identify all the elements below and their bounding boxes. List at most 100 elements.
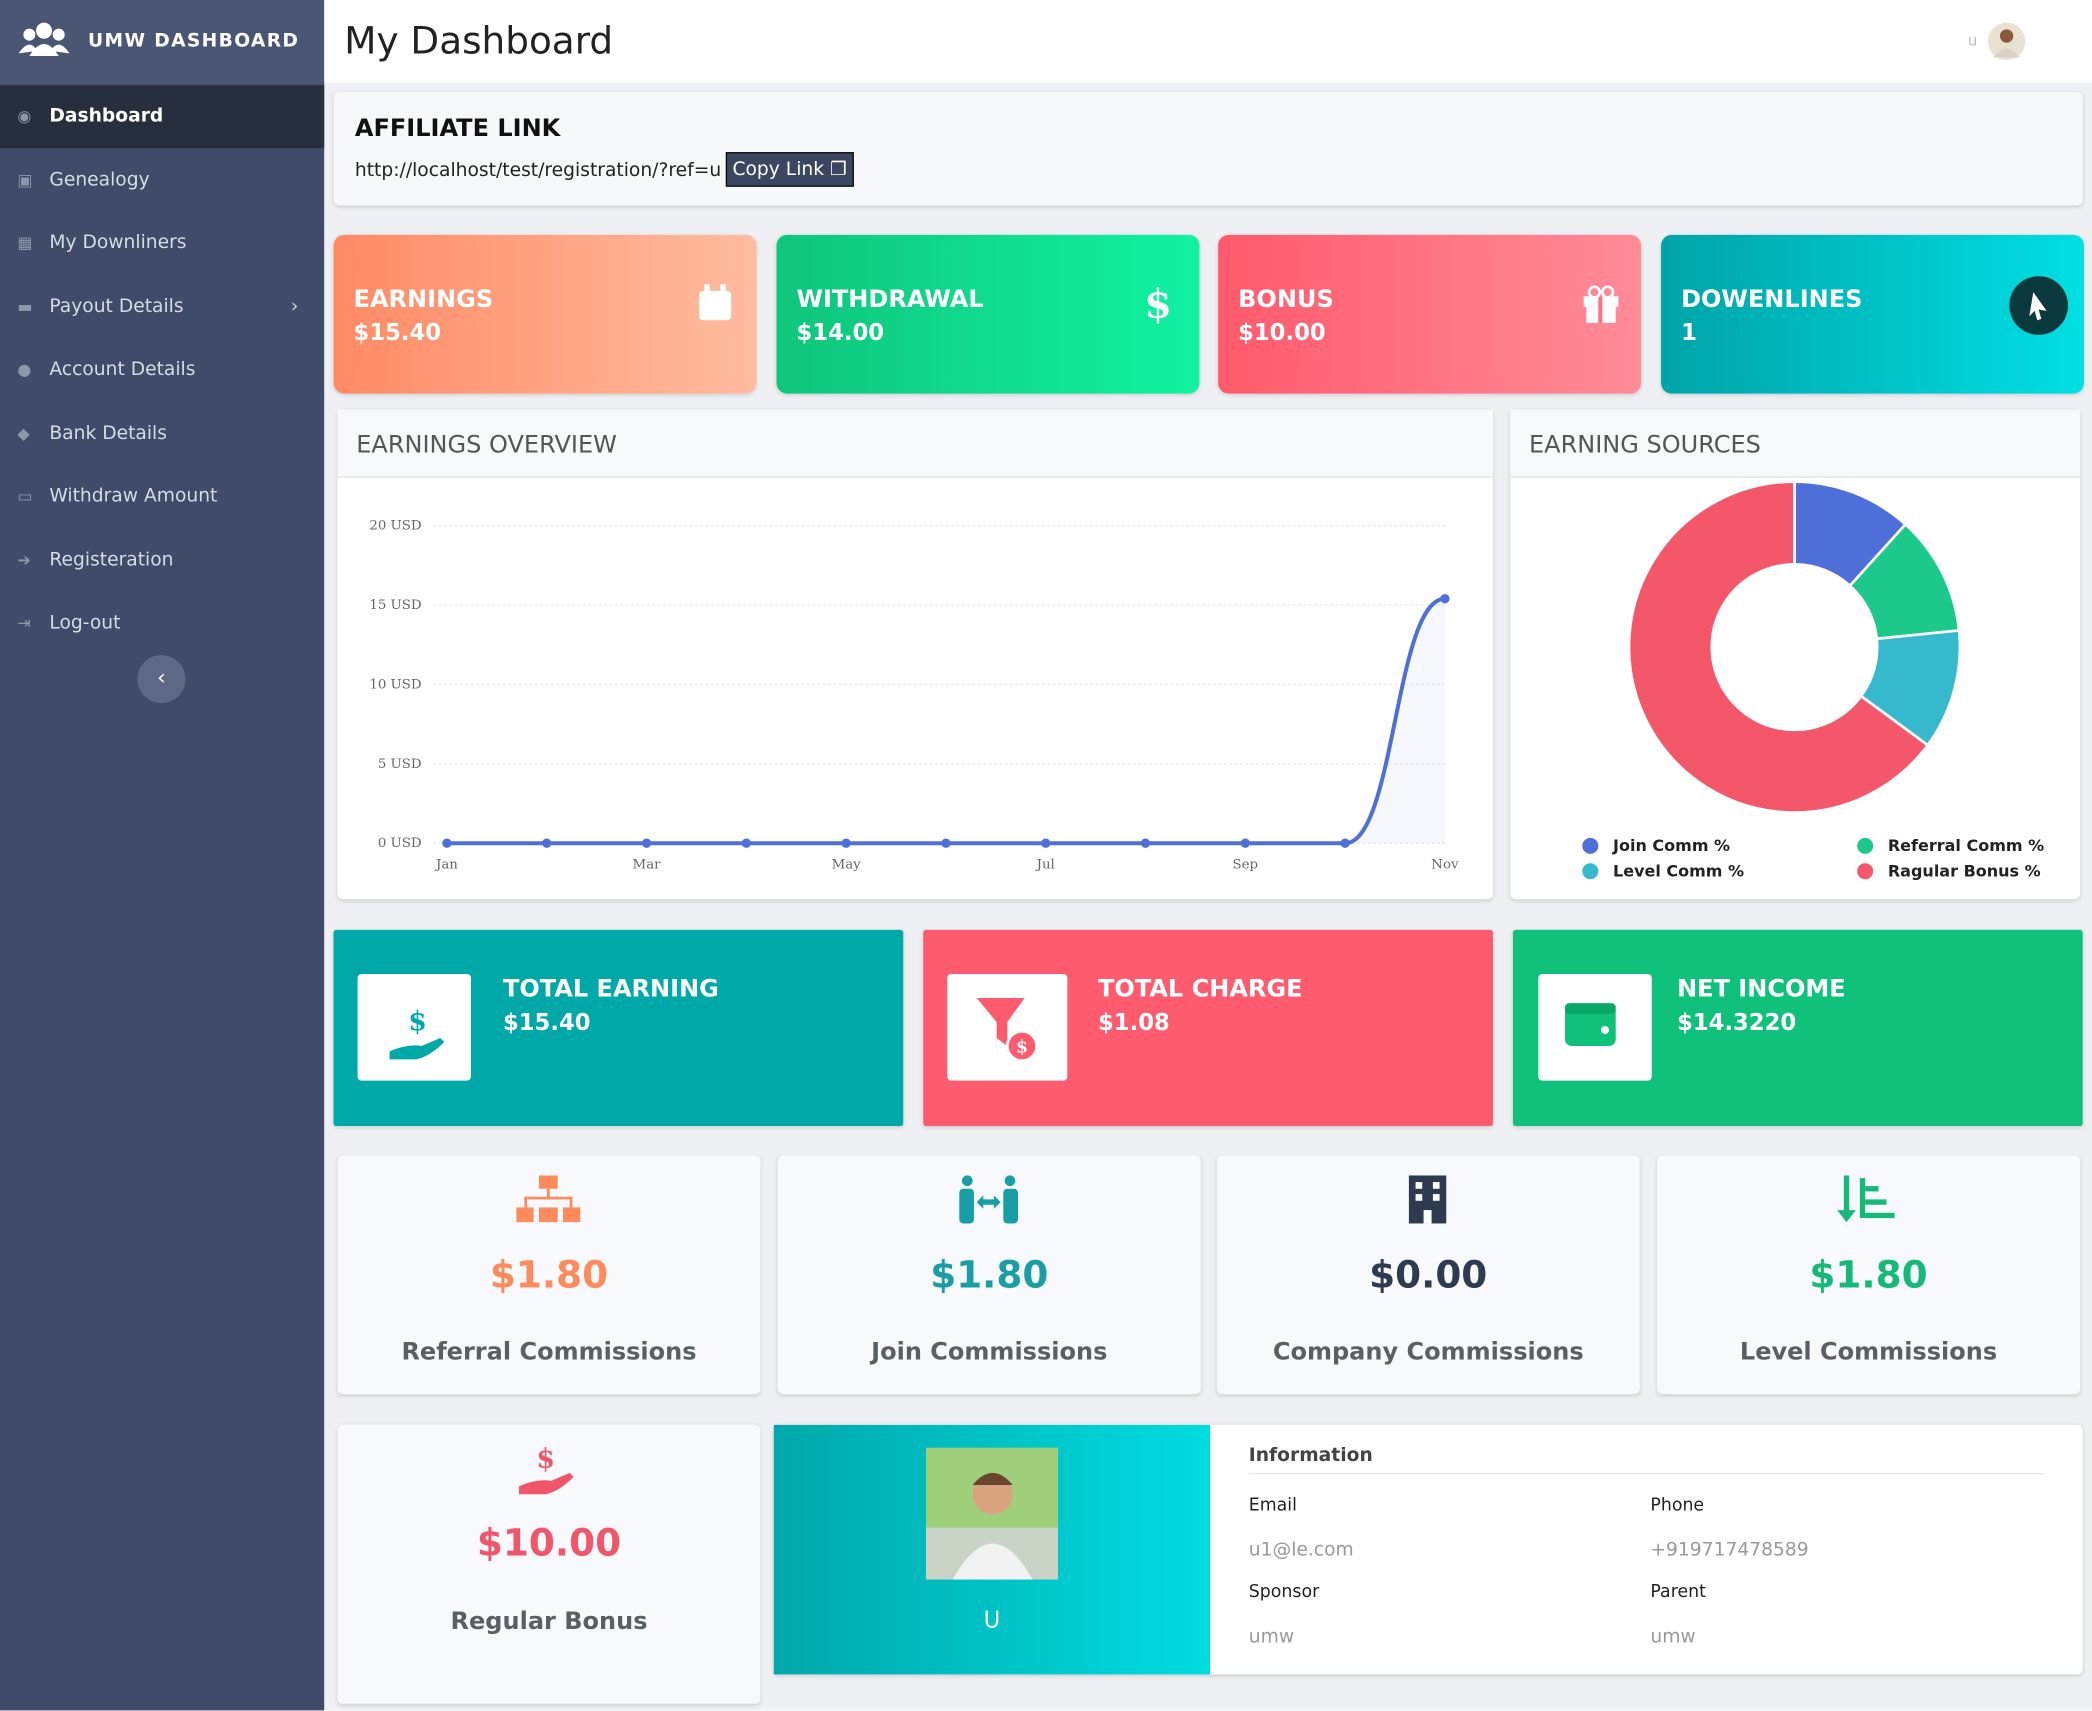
stat-value: $10.00 — [1238, 320, 1326, 347]
menu-item[interactable]: ▦ My Downliners — [0, 212, 324, 275]
menu-item[interactable]: ▭ Withdraw Amount — [0, 466, 324, 529]
commission-card: $1.80 Referral Commissions — [337, 1155, 761, 1395]
stat-card: DOWENLINES 1 — [1661, 234, 2084, 394]
menu-item[interactable]: ◆ Bank Details — [0, 402, 324, 465]
profile-banner: U — [773, 1424, 1211, 1675]
summary-icon: $ — [389, 1006, 445, 1060]
icon-box — [1538, 973, 1652, 1081]
menu-item[interactable]: ▬ Payout Details › — [0, 276, 324, 339]
field-label: Parent — [1650, 1582, 1706, 1603]
profile-name: U — [983, 1607, 1001, 1635]
brand-icon — [18, 22, 70, 57]
stat-icon — [2009, 276, 2068, 335]
card-header — [337, 409, 1493, 478]
commission-card: $1.80 Join Commissions — [777, 1155, 1201, 1395]
info-title: Information — [1248, 1444, 1373, 1467]
commission-card: $ $10.00 Regular Bonus — [337, 1424, 761, 1704]
commission-value: $0.00 — [1369, 1252, 1488, 1297]
stat-icon — [1583, 285, 1619, 323]
menu-label: Withdraw Amount — [49, 485, 218, 507]
summary-value: $14.3220 — [1677, 1009, 1797, 1037]
commission-icon — [1408, 1175, 1447, 1224]
svg-text:$: $ — [1144, 283, 1172, 328]
commission-label: Company Commissions — [1272, 1338, 1584, 1367]
menu-icon: ▭ — [17, 486, 33, 506]
menu-label: Account Details — [49, 358, 196, 381]
menu-label: Dashboard — [49, 105, 164, 127]
commission-card: $1.80 Level Commissions — [1657, 1155, 2080, 1395]
profile-card: U Information Email u1@le.com Phone +919717… — [773, 1424, 2083, 1675]
field-value: u1@le.com — [1248, 1539, 1354, 1561]
summary-value: $1.08 — [1098, 1009, 1170, 1037]
sidebar: UMW DASHBOARD ◉ Dashboard ▣ Genealogy ▦ My Do… — [0, 0, 325, 1711]
menu-icon: ▬ — [17, 296, 33, 316]
affiliate-title: AFFILIATE LINK — [354, 114, 561, 143]
summary-label: NET INCOME — [1677, 975, 1846, 1004]
summary-card: NET INCOME $14.3220 — [1512, 929, 2083, 1127]
menu-label: Log-out — [49, 612, 121, 634]
field-value: umw — [1650, 1626, 1696, 1648]
stat-label: BONUS — [1238, 285, 1334, 314]
menu-label: Bank Details — [49, 422, 167, 444]
menu-label: My Downliners — [49, 232, 187, 254]
commission-label: Referral Commissions — [401, 1338, 697, 1367]
stat-value: $14.00 — [796, 320, 885, 347]
earning-sources-card: EARNING SOURCES — [1510, 409, 2080, 900]
submenu-arrow: › — [290, 295, 299, 317]
user-avatar[interactable] — [1987, 21, 2027, 61]
summary-card: $ TOTAL EARNING $15.40 — [333, 929, 904, 1127]
menu-icon: ● — [17, 360, 32, 379]
commission-icon — [959, 1175, 1018, 1224]
field-label: Phone — [1650, 1495, 1705, 1516]
svg-text:$: $ — [536, 1444, 555, 1475]
icon-box: $ — [357, 973, 471, 1081]
commission-value: $1.80 — [930, 1252, 1049, 1297]
menu-label: Registeration — [49, 549, 174, 571]
card-header — [1510, 409, 2080, 478]
stat-card: WITHDRAWAL $14.00 $ — [776, 234, 1200, 394]
earnings-overview-card: EARNINGS OVERVIEW — [337, 409, 1493, 900]
commission-label: Join Commissions — [871, 1338, 1108, 1367]
commission-icon — [1837, 1175, 1895, 1223]
collapse-button[interactable]: ‹ — [137, 655, 186, 704]
field-label: Sponsor — [1248, 1582, 1320, 1603]
field-value: +919717478589 — [1650, 1539, 1809, 1561]
stat-card: BONUS $10.00 — [1218, 234, 1642, 394]
menu-icon: ▣ — [17, 170, 33, 189]
menu-icon: ◆ — [17, 423, 30, 443]
menu-label: Genealogy — [49, 168, 150, 191]
summary-label: TOTAL EARNING — [502, 975, 719, 1004]
svg-text:$: $ — [1016, 1038, 1028, 1058]
commission-label: Regular Bonus — [450, 1607, 648, 1636]
commission-icon: $ — [518, 1444, 574, 1495]
chart-title: EARNINGS OVERVIEW — [356, 430, 617, 459]
menu-icon: ⇥ — [17, 613, 31, 633]
menu-label: Payout Details — [49, 295, 184, 317]
field-label: Email — [1248, 1495, 1297, 1516]
stat-label: WITHDRAWAL — [796, 285, 984, 314]
svg-text:$: $ — [408, 1006, 427, 1037]
copy-link-text[interactable]: Copy Link — [732, 158, 825, 181]
menu-item[interactable]: ● Account Details — [0, 339, 324, 402]
menu-item[interactable]: ◉ Dashboard — [0, 85, 325, 149]
stat-card: EARNINGS $15.40 — [333, 234, 757, 394]
page-title: My Dashboard — [344, 18, 614, 63]
menu-item[interactable]: ▣ Genealogy — [0, 149, 324, 212]
stat-label: DOWENLINES — [1681, 285, 1863, 314]
menu-item[interactable]: ⇥ Log-out — [0, 592, 324, 655]
commission-icon — [516, 1175, 581, 1223]
commission-value: $1.80 — [1809, 1252, 1928, 1297]
menu-item[interactable]: ➔ Registeration — [0, 529, 324, 592]
profile-photo — [925, 1447, 1059, 1580]
header: My Dashboard u — [324, 0, 2092, 83]
user-name[interactable]: u — [1967, 32, 1978, 50]
summary-icon — [1564, 1003, 1616, 1046]
commission-value: $10.00 — [476, 1520, 622, 1565]
affiliate-link: http://localhost/test/registration/?ref=… — [354, 160, 722, 182]
commission-card: $0.00 Company Commissions — [1216, 1155, 1640, 1395]
menu-icon: ➔ — [17, 550, 31, 570]
copy-link-button[interactable]: Copy Link ❐ — [725, 152, 854, 187]
menu-icon: ◉ — [17, 106, 32, 126]
summary-card: $ TOTAL CHARGE $1.08 — [923, 929, 1493, 1127]
